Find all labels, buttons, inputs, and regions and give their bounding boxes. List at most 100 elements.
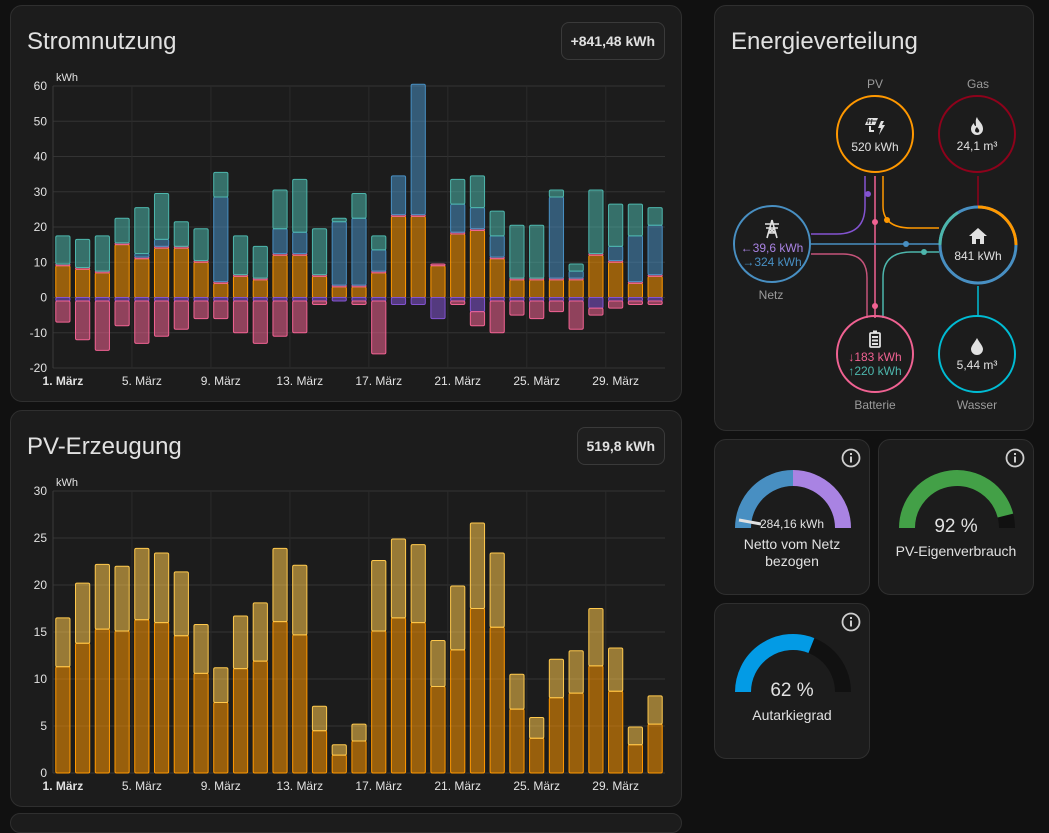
info-icon[interactable] <box>1003 446 1027 470</box>
bar-grid <box>213 196 229 283</box>
bar-battery_in <box>608 203 624 247</box>
bar-exported <box>331 744 347 756</box>
bar-grid_return <box>252 297 268 302</box>
info-icon[interactable] <box>839 610 863 634</box>
grid-return-text: 39,6 kWh <box>752 241 804 255</box>
water-node[interactable]: 5,44 m³ <box>938 315 1016 393</box>
bar-self_consumed <box>114 630 130 774</box>
bar-battery_out <box>153 300 170 337</box>
y-tick-label: 0 <box>40 291 47 305</box>
grid-node[interactable]: ←39,6 kWh →324 kWh <box>733 205 811 283</box>
battery-node[interactable]: ↓183 kWh ↑220 kWh <box>836 315 914 393</box>
bar-self_consumed <box>608 690 624 774</box>
bar-battery_in <box>351 193 367 219</box>
battery-out-value: ↓183 kWh <box>848 350 901 364</box>
bar-exported <box>232 615 249 670</box>
bar-battery_in <box>371 235 387 251</box>
y-tick-label: 40 <box>34 150 48 164</box>
info-icon[interactable] <box>839 446 863 470</box>
bar-exported <box>114 565 130 632</box>
bar-exported <box>450 585 466 651</box>
bar-grid <box>608 245 624 261</box>
transmission-tower-icon <box>765 219 779 239</box>
autarky-gauge <box>735 634 851 693</box>
bar-grid_return <box>193 297 209 302</box>
bar-battery_out <box>311 300 328 306</box>
bar-battery_in <box>529 224 545 279</box>
bar-grid <box>627 235 643 283</box>
bar-battery_in <box>232 235 249 276</box>
gauge-fill <box>735 634 815 693</box>
bar-solar <box>114 244 130 298</box>
bar-battery_out <box>351 300 367 306</box>
bar-battery_out <box>529 300 545 320</box>
x-tick-label: 9. März <box>201 374 241 388</box>
bar-battery_in <box>193 228 209 261</box>
autarky-gauge-card: 62 % Autarkiegrad <box>714 603 870 759</box>
bar-self_consumed <box>252 660 268 774</box>
bar-self_consumed <box>272 621 288 774</box>
grid-consumption-value: →324 kWh <box>742 255 801 269</box>
bar-solar <box>469 230 486 298</box>
pv-chart[interactable]: kWh 30 25 20 15 10 5 01. März 5. März 9. März 13. … <box>11 475 671 795</box>
home-node[interactable]: 841 kWh <box>938 205 1018 285</box>
bar-battery_out <box>489 300 505 334</box>
bar-grid <box>450 203 466 233</box>
bar-grid_return <box>153 297 170 302</box>
bar-exported <box>568 650 584 694</box>
x-tick-label: 1. März <box>43 779 84 793</box>
bar-solar <box>351 286 367 299</box>
pv-total-badge[interactable]: 519,8 kWh <box>576 427 665 465</box>
pv-node[interactable]: 520 kWh <box>836 95 914 173</box>
bar-solar <box>450 233 466 299</box>
bar-grid <box>292 231 308 254</box>
bar-battery_in <box>311 228 328 276</box>
self-consumption-gauge-card: 92 % PV-Eigenverbrauch <box>878 439 1034 595</box>
bar-grid <box>489 235 505 258</box>
bar-exported <box>272 547 288 623</box>
arrow-down-icon: ↓ <box>848 350 855 364</box>
bar-grid <box>390 175 407 216</box>
bar-battery_in <box>114 217 130 244</box>
autarky-gauge-value: 62 % <box>770 680 814 701</box>
usage-total-badge[interactable]: +841,48 kWh <box>560 22 665 60</box>
gas-node[interactable]: 24,1 m³ <box>938 95 1016 173</box>
usage-chart[interactable]: kWh 60 50 40 30 20 10 0 -10 -201. März 5. März 9. M… <box>11 70 671 390</box>
bar-grid_return <box>548 297 565 302</box>
bar-self_consumed <box>311 730 328 774</box>
bar-grid_return <box>134 297 150 302</box>
bar-self_consumed <box>351 740 367 774</box>
home-ring <box>938 205 1018 285</box>
bar-battery_in <box>134 207 150 254</box>
bar-battery_out <box>213 300 229 320</box>
y-tick-label: 10 <box>34 672 48 686</box>
bar-battery_in <box>469 175 486 209</box>
bar-grid <box>351 217 367 286</box>
bar-exported <box>647 695 663 725</box>
bar-battery_out <box>252 300 268 344</box>
bar-grid_return <box>371 297 387 302</box>
bar-battery_out <box>450 300 466 306</box>
y-tick-label: 25 <box>34 531 48 545</box>
arrow-left-icon: ← <box>740 241 753 255</box>
net-grid-gauge-card: 284,16 kWh Netto vom Netz bezogen <box>714 439 870 595</box>
water-drop-icon <box>971 337 983 355</box>
bar-battery_in <box>173 221 189 247</box>
bar-grid_return <box>588 297 604 309</box>
y-tick-label: 0 <box>40 766 47 780</box>
bar-battery_in <box>509 224 525 279</box>
bar-grid_return <box>272 297 288 302</box>
bar-battery_out <box>509 300 525 316</box>
bar-solar <box>75 268 91 299</box>
bar-battery_in <box>450 178 466 205</box>
bar-exported <box>627 726 643 746</box>
flow-pv-grid <box>811 176 866 235</box>
bar-self_consumed <box>371 630 387 774</box>
bar-solar <box>94 272 110 298</box>
bar-solar <box>489 258 505 299</box>
grid-return-value: ←39,6 kWh <box>741 241 804 255</box>
bar-grid_return <box>232 297 249 302</box>
x-tick-label: 17. März <box>355 374 402 388</box>
bar-battery_in <box>272 189 288 230</box>
bar-solar <box>390 215 407 298</box>
